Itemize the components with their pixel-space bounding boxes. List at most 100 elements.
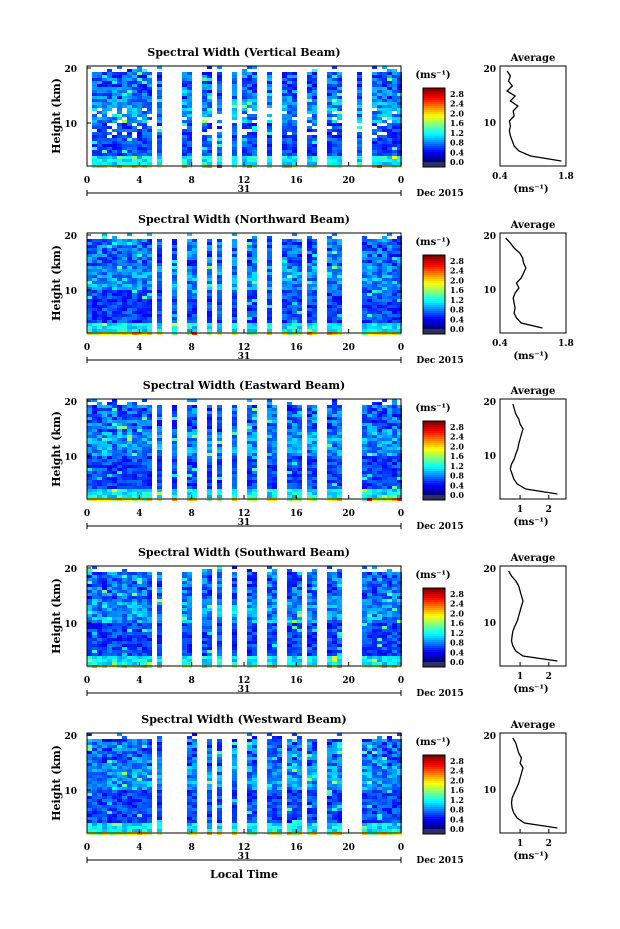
colorbar-band	[423, 457, 445, 460]
panel-title: Spectral Width (Vertical Beam)	[147, 46, 340, 59]
colorbar-band	[423, 98, 445, 101]
colorbar	[422, 587, 446, 668]
colorbar-band	[423, 594, 445, 597]
colorbar-band	[423, 650, 445, 653]
colorbar-band	[423, 624, 445, 627]
colorbar-band	[423, 130, 445, 133]
average-frame	[499, 732, 567, 834]
average-y-tick: 10	[483, 286, 496, 296]
colorbar-band	[423, 757, 445, 760]
colorbar-unit: (ms⁻¹)	[415, 70, 450, 81]
colorbar-band	[423, 620, 445, 623]
colorbar-band	[423, 124, 445, 127]
average-profile-line	[505, 237, 543, 329]
colorbar-band	[423, 305, 445, 308]
colorbar-tick-label: 2.0	[450, 275, 464, 285]
panel-1: Spectral Width (Vertical Beam)2010Height…	[50, 46, 574, 199]
colorbar-band	[423, 263, 445, 266]
y-tick-label: 10	[64, 787, 77, 797]
colorbar-band	[423, 598, 445, 601]
colorbar-band	[423, 144, 445, 147]
average-x-tick-label: 1	[517, 505, 523, 515]
colorbar-band	[423, 646, 445, 649]
colorbar-band	[423, 755, 445, 758]
y-axis-label: Height (km)	[50, 411, 63, 487]
colorbar-under	[423, 662, 445, 667]
x-tick-label: 16	[290, 843, 303, 853]
colorbar-band	[423, 152, 445, 155]
x-tick-label: 8	[189, 676, 195, 686]
colorbar	[422, 254, 446, 335]
colorbar-band	[423, 596, 445, 599]
colorbar-band	[423, 783, 445, 786]
x-tick-label: 8	[189, 843, 195, 853]
colorbar-band	[423, 823, 445, 826]
colorbar-unit: (ms⁻¹)	[415, 570, 450, 581]
average-y-tick: 20	[483, 398, 496, 408]
colorbar-band	[423, 301, 445, 304]
average-y-tick: 10	[483, 452, 496, 462]
x-tick-label: 4	[136, 343, 142, 353]
colorbar-band	[423, 287, 445, 290]
colorbar-band	[423, 279, 445, 282]
colorbar-band	[423, 128, 445, 131]
heatmap-cells	[92, 66, 402, 168]
x-tick-label: 12	[238, 509, 251, 519]
colorbar-band	[423, 634, 445, 637]
colorbar-band	[423, 429, 445, 432]
colorbar-band	[423, 656, 445, 659]
colorbar-band	[423, 259, 445, 262]
colorbar-band	[423, 467, 445, 470]
average-x-tick-label: 1.8	[558, 339, 574, 349]
colorbar-band	[423, 640, 445, 643]
colorbar-band	[423, 158, 445, 161]
colorbar-band	[423, 295, 445, 298]
colorbar-tick-label: 0.0	[450, 157, 464, 167]
colorbar-band	[423, 769, 445, 772]
colorbar-band	[423, 136, 445, 139]
day-label: 31	[238, 185, 251, 195]
colorbar-band	[423, 779, 445, 782]
colorbar-band	[423, 489, 445, 492]
panel-5: Spectral Width (Westward Beam)2010Height…	[50, 713, 567, 866]
x-tick-label: 12	[238, 676, 251, 686]
date-label: Dec 2015	[416, 189, 463, 199]
colorbar-band	[423, 160, 445, 163]
colorbar-band	[423, 604, 445, 607]
colorbar-tick-label: 2.4	[450, 266, 464, 276]
average-title: Average	[510, 53, 556, 64]
average-y-tick: 20	[483, 232, 496, 242]
heatmap-cells	[87, 733, 402, 835]
panel-2: Spectral Width (Northward Beam)2010Heigh…	[50, 213, 574, 366]
y-tick-label: 20	[64, 232, 77, 242]
colorbar-band	[423, 642, 445, 645]
colorbar-frame	[422, 254, 446, 335]
colorbar-band	[423, 427, 445, 430]
x-tick-label: 8	[189, 509, 195, 519]
average-x-label: (ms⁻¹)	[513, 517, 548, 528]
average-title: Average	[510, 386, 556, 397]
colorbar-frame	[422, 754, 446, 835]
y-tick-label: 10	[64, 287, 77, 297]
colorbar-band	[423, 805, 445, 808]
colorbar-band	[423, 437, 445, 440]
colorbar-frame	[422, 587, 446, 668]
colorbar-band	[423, 291, 445, 294]
date-label: Dec 2015	[416, 856, 463, 866]
colorbar-band	[423, 108, 445, 111]
y-tick-label: 20	[64, 732, 77, 742]
colorbar-band	[423, 648, 445, 651]
average-profile-line	[510, 737, 558, 829]
colorbar-band	[423, 431, 445, 434]
colorbar-under	[423, 829, 445, 834]
colorbar-band	[423, 293, 445, 296]
colorbar-band	[423, 759, 445, 762]
average-frame	[499, 398, 567, 500]
colorbar-band	[423, 299, 445, 302]
colorbar-band	[423, 106, 445, 109]
colorbar-tick-label: 1.6	[450, 118, 464, 128]
colorbar-band	[423, 626, 445, 629]
average-frame	[499, 232, 567, 334]
colorbar-band	[423, 94, 445, 97]
colorbar-band	[423, 590, 445, 593]
